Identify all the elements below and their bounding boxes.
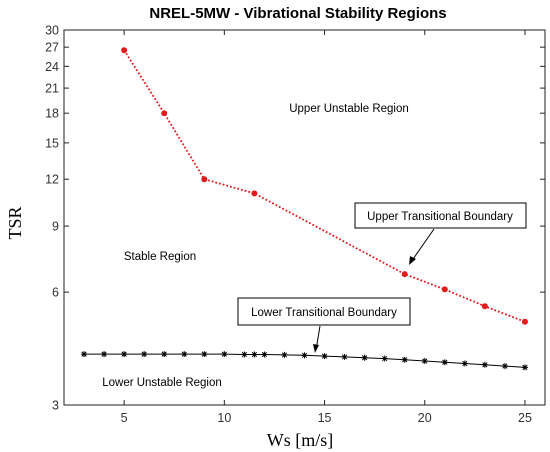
lower-boundary-point [301,352,308,359]
x-tick-label: 10 [217,411,231,425]
y-tick-label: 24 [45,60,59,74]
lower-boundary-point [221,351,228,358]
lower-boundary-point [161,351,168,358]
chart-title: NREL-5MW - Vibrational Stability Regions [149,5,446,22]
upper-boundary-line [123,49,526,323]
y-tick-label: 9 [52,220,59,234]
lower-boundary-point [441,359,448,366]
x-axis-label: Ws [m/s] [267,430,334,450]
x-tick-label: 15 [318,411,332,425]
upper-boundary-point [521,318,528,325]
lower-boundary-arrowhead [313,344,319,353]
upper-boundary-arrow [410,228,435,263]
lower-boundary-point [121,351,128,358]
y-axis: 3 6 9 12 15 18 21 24 27 30 [45,24,545,413]
lower-boundary-point [421,358,428,365]
upper-boundary-point [201,176,208,183]
y-tick-label: 21 [45,82,59,96]
y-tick-label: 27 [45,41,59,55]
lower-boundary-point [261,351,268,358]
upper-boundary-point [481,303,488,310]
lower-boundary-point [481,361,488,368]
y-tick-label: 6 [52,286,59,300]
lower-boundary-point [521,364,528,371]
lower-boundary-point [401,356,408,363]
lower-boundary-point [141,351,148,358]
lower-boundary-point [461,360,468,367]
upper-boundary-callout: Upper Transitional Boundary [354,202,527,265]
annotation-stable: Stable Region [124,251,196,263]
lower-boundary-point [361,354,368,361]
lower-boundary-point [341,353,348,360]
upper-boundary-point [441,286,448,293]
y-tick-label: 3 [52,399,59,413]
lower-boundary-point [241,351,248,358]
upper-boundary-point [121,47,128,54]
lower-boundary-point [181,351,188,358]
annotation-lower-unstable: Lower Unstable Region [102,377,222,389]
upper-boundary-arrowhead [409,256,416,265]
y-tick-label: 18 [45,107,59,121]
upper-boundary-point [161,110,168,117]
plot-frame [63,29,546,406]
upper-boundary-point [401,271,408,278]
lower-boundary-line [84,353,526,368]
y-tick-label: 12 [45,173,59,187]
upper-boundary-box [354,202,527,229]
series-layer [81,47,528,371]
lower-boundary-point [201,351,208,358]
lower-boundary-point [281,351,288,358]
lower-boundary-callout: Lower Transitional Boundary [237,297,411,353]
upper-boundary-point [251,190,258,197]
lower-boundary-point [381,355,388,362]
x-tick-label: 5 [121,411,128,425]
x-axis: 5 10 15 20 25 [121,30,532,425]
lower-boundary-point [81,351,88,358]
x-tick-label: 20 [418,411,432,425]
lower-boundary-box [237,297,411,326]
annotation-upper-unstable: Upper Unstable Region [289,103,409,115]
upper-boundary-label: Upper Transitional Boundary [367,211,513,223]
y-tick-label: 15 [45,136,59,150]
x-tick-label: 25 [518,411,532,425]
lower-boundary-label: Lower Transitional Boundary [251,307,397,319]
y-axis-label: TSR [5,206,25,239]
y-tick-label: 30 [45,24,59,38]
lower-boundary-point [101,351,108,358]
lower-boundary-point [321,353,328,360]
lower-boundary-point [251,351,258,358]
lower-boundary-point [501,363,508,370]
